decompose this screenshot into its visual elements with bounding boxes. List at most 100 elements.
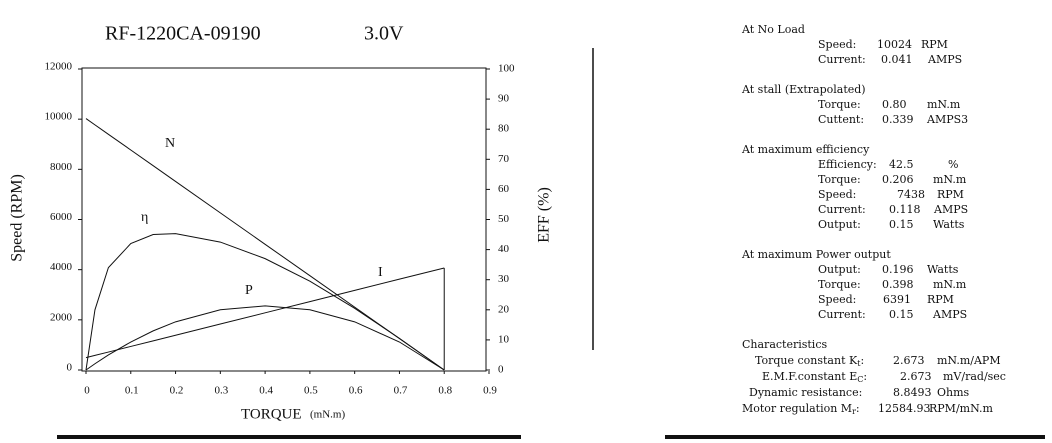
spec-label: Efficiency: (818, 158, 877, 171)
spec-label-text: Current: (818, 53, 866, 66)
spec-value: 7438 (897, 188, 925, 201)
spec-label: Torque: (818, 278, 861, 291)
spec-value: 0.80 (882, 98, 907, 111)
spec-label-colon: : (860, 354, 864, 367)
y-tick-label: 4000 (50, 261, 73, 273)
y-tick-label: 8000 (50, 161, 73, 173)
curve (85, 233, 445, 371)
y2-tick-label: 50 (498, 213, 510, 225)
y2-tick-label: 60 (498, 183, 510, 195)
x-tick-label: 0.2 (170, 385, 184, 397)
spec-label-text: Torque: (818, 173, 861, 186)
spec-unit: mV/rad/sec (943, 370, 1006, 383)
x-tick-label: 0.5 (304, 385, 318, 397)
y2-tick-label: 100 (498, 63, 515, 75)
spec-value: 2.673 (893, 354, 925, 367)
spec-unit: mN.m (933, 173, 967, 186)
spec-label: Output: (818, 263, 861, 276)
spec-label: E.M.F.constant EC: (762, 370, 867, 384)
spec-unit: mN.m/APM (937, 354, 1001, 367)
spec-label-text: Torque constant K (755, 354, 858, 367)
spec-label-sub: C (857, 375, 863, 384)
spec-unit: RPM (937, 188, 964, 201)
y-tick-label: 0 (67, 362, 73, 374)
spec-unit: RPM (921, 38, 948, 51)
spec-heading: At maximum efficiency (741, 143, 870, 156)
spec-label-text: Speed: (818, 38, 856, 51)
spec-value: 0.15 (889, 308, 914, 321)
spec-heading: At maximum Power output (741, 248, 891, 261)
bottom-bar (57, 435, 521, 439)
x-tick-label: 0.6 (349, 385, 363, 397)
y2-tick-label: 20 (498, 303, 510, 315)
x-tick-label: 0.9 (483, 385, 497, 397)
y-tick-label: 10000 (45, 111, 73, 123)
spec-label-text: Motor regulation M (742, 402, 852, 415)
curve (85, 305, 445, 371)
x-tick-label: 0.7 (394, 385, 408, 397)
chart-title: RF-1220CA-09190 (105, 23, 261, 45)
curve-label: P (245, 283, 253, 298)
spec-label-sub: t (857, 359, 861, 368)
y-axis-label: Speed (RPM) (9, 174, 26, 262)
x-axis-unit: (mN.m) (310, 409, 345, 421)
y2-tick-label: 10 (498, 333, 510, 345)
spec-label-text: E.M.F.constant E (762, 370, 857, 383)
curve (85, 267, 445, 359)
spec-label: Current: (818, 53, 866, 66)
spec-unit: AMPS3 (926, 113, 968, 126)
y2-axis-label: EFF (%) (536, 187, 553, 243)
y2-tick-label: 70 (498, 153, 510, 165)
spec-label: Motor regulation Mr: (742, 402, 860, 416)
x-tick-label: 0 (84, 385, 90, 397)
spec-label-text: Torque: (818, 98, 861, 111)
spec-label-text: Efficiency: (818, 158, 877, 171)
y2-tick-label: 40 (498, 243, 510, 255)
y2-tick-label: 30 (498, 273, 510, 285)
spec-unit: RPM (927, 293, 954, 306)
spec-unit: % (948, 158, 958, 171)
spec-label-text: Current: (818, 308, 866, 321)
spec-value: 42.5 (889, 158, 914, 171)
spec-value: 0.196 (882, 263, 914, 276)
y-tick-label: 2000 (50, 311, 73, 323)
spec-label-text: Current: (818, 203, 866, 216)
curve-label: η (141, 210, 148, 225)
y-tick-label: 6000 (50, 211, 73, 223)
spec-heading: At stall (Extrapolated) (741, 83, 866, 96)
spec-label-text: Cuttent: (818, 113, 864, 126)
spec-label-text: Speed: (818, 293, 856, 306)
spec-unit: AMPS (927, 53, 962, 66)
spec-unit: mN.m (927, 98, 961, 111)
spec-label: Cuttent: (818, 113, 864, 126)
spec-value: 10024 (877, 38, 912, 51)
spec-label-colon: : (863, 370, 867, 383)
bottom-bar (665, 435, 1045, 439)
x-tick-label: 0.3 (214, 385, 228, 397)
spec-value: 8.8493 (893, 386, 932, 399)
spec-value: 2.673 (900, 370, 932, 383)
spec-unit: Ohms (937, 386, 970, 399)
spec-heading: At No Load (741, 23, 805, 36)
y2-tick-label: 0 (498, 364, 504, 376)
x-tick-label: 0.1 (125, 385, 139, 397)
x-tick-label: 0.4 (259, 385, 273, 397)
spec-unit: mN.m (933, 278, 967, 291)
spec-label-text: Output: (818, 218, 861, 231)
spec-unit: Watts (927, 263, 959, 276)
spec-label-sub: r (852, 407, 856, 416)
spec-value: 12584.93 (878, 402, 931, 415)
y-tick-label: 12000 (45, 61, 73, 73)
spec-value: 0.206 (882, 173, 914, 186)
spec-value: 0.339 (882, 113, 914, 126)
x-axis-label: TORQUE (241, 406, 302, 422)
y2-tick-label: 80 (498, 123, 510, 135)
spec-unit: AMPS (932, 308, 967, 321)
spec-label-text: Torque: (818, 278, 861, 291)
spec-label: Dynamic resistance: (749, 386, 862, 399)
curve-label: I (378, 265, 383, 280)
spec-label: Speed: (818, 38, 856, 51)
y2-tick-label: 90 (498, 93, 510, 105)
spec-label-text: Speed: (818, 188, 856, 201)
